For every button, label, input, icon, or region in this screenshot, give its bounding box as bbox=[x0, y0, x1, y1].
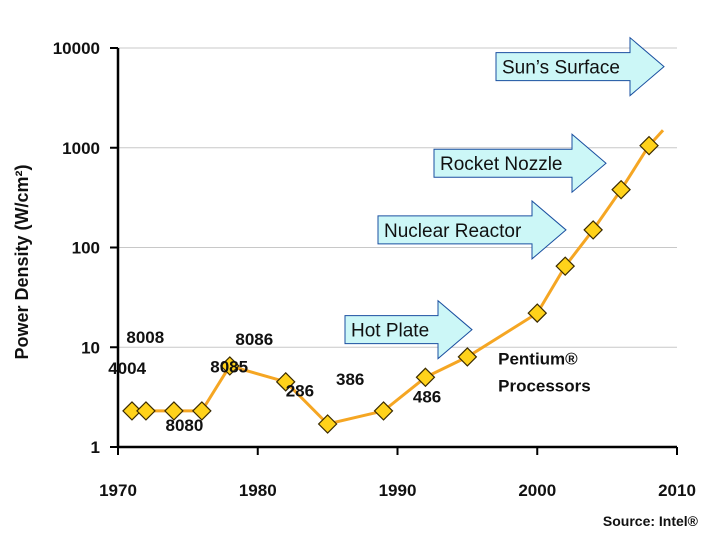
gridlines bbox=[118, 47, 677, 348]
reference-arrow-label: Nuclear Reactor bbox=[384, 221, 522, 242]
data-point bbox=[122, 401, 142, 421]
x-tick-label: 1970 bbox=[99, 481, 137, 500]
data-point bbox=[583, 220, 603, 240]
data-point bbox=[457, 347, 478, 367]
annotation-label: 4004 bbox=[108, 359, 146, 378]
data-point bbox=[317, 414, 338, 434]
axes bbox=[110, 47, 678, 455]
source-label: Source: Intel® bbox=[603, 513, 699, 529]
y-axis-label: Power Density (W/cm²) bbox=[12, 164, 32, 359]
data-point bbox=[164, 401, 184, 421]
x-tick-label: 1990 bbox=[379, 481, 417, 500]
data-point bbox=[275, 371, 296, 392]
annotation-label: 286 bbox=[286, 382, 314, 401]
reference-arrow-label: Hot Plate bbox=[351, 321, 429, 342]
annotation-label: Processors bbox=[498, 377, 591, 396]
data-point bbox=[555, 256, 576, 277]
y-tick-label: 10000 bbox=[53, 39, 100, 58]
y-tick-label: 100 bbox=[72, 239, 100, 258]
data-point bbox=[639, 135, 659, 156]
series-line bbox=[132, 129, 665, 426]
y-tick-label: 10 bbox=[81, 338, 100, 357]
annotation-label: 486 bbox=[413, 387, 441, 406]
annotation-label: 8008 bbox=[126, 328, 164, 347]
data-point bbox=[611, 179, 631, 200]
y-tick-label: 1 bbox=[91, 438, 100, 457]
annotations: 8008 4004 8080 8085 8086 286 386 486 Pentium® Pro… bbox=[108, 328, 591, 435]
data-point bbox=[373, 401, 394, 421]
annotation-label: 8080 bbox=[166, 416, 204, 435]
data-point bbox=[136, 401, 156, 421]
reference-arrow bbox=[377, 199, 567, 261]
data-point bbox=[415, 367, 436, 388]
reference-arrow bbox=[344, 299, 473, 360]
data-point bbox=[219, 356, 240, 376]
annotation-label: 8085 bbox=[210, 357, 248, 376]
x-tick-label: 2010 bbox=[658, 481, 696, 500]
data-markers bbox=[122, 135, 659, 434]
data-point bbox=[192, 401, 212, 421]
annotation-label: Pentium® bbox=[498, 350, 578, 369]
data-point bbox=[527, 303, 548, 323]
annotation-label: 386 bbox=[336, 370, 364, 389]
series-path bbox=[132, 129, 665, 426]
y-tick-labels: 1 10 100 1000 10000 bbox=[53, 39, 100, 457]
x-tick-label: 2000 bbox=[518, 481, 556, 500]
reference-arrows: Hot Plate Nuclear Reactor Rocket Nozzle Sun… bbox=[344, 36, 665, 360]
reference-arrow bbox=[495, 36, 665, 97]
x-tick-labels: 1970 1980 1990 2000 2010 bbox=[99, 481, 696, 500]
x-tick-label: 1980 bbox=[239, 481, 277, 500]
reference-arrow-label: Sun’s Surface bbox=[502, 58, 620, 79]
y-tick-label: 1000 bbox=[62, 139, 100, 158]
reference-arrow bbox=[433, 133, 607, 194]
reference-arrow-label: Rocket Nozzle bbox=[440, 154, 563, 175]
annotation-label: 8086 bbox=[235, 330, 273, 349]
